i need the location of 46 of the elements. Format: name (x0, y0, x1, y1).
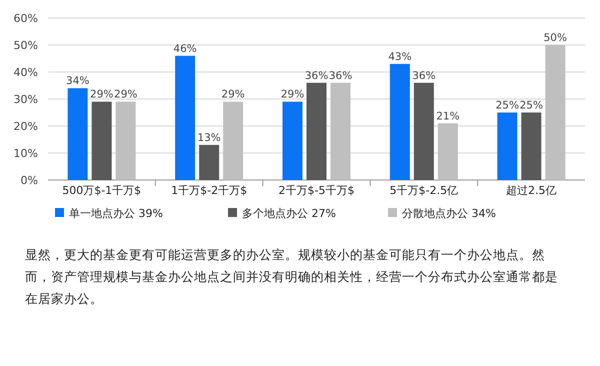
data-label: 13% (197, 132, 221, 144)
bar (223, 102, 244, 180)
data-label: 36% (412, 70, 436, 82)
legend-label: 多个地点办公 27% (242, 207, 336, 220)
legend-label: 分散地点办公 34% (402, 207, 496, 220)
bar (390, 64, 410, 180)
bar (330, 82, 350, 180)
data-label: 29% (114, 88, 138, 101)
bar (68, 88, 88, 180)
data-label: 29% (90, 88, 114, 101)
bar (282, 102, 302, 180)
data-label: 29% (280, 88, 304, 101)
data-label: 29% (221, 88, 245, 101)
y-tick-label: 60% (14, 12, 38, 25)
bar (521, 112, 542, 180)
data-label: 21% (436, 110, 460, 122)
data-label: 43% (388, 50, 412, 63)
text: 显然，更大的基金更有可能运营更多的办公室。规模较小的基金可能只有一个办公地点。然而，资产管理规模与基金办公地点之间并没有明确的相关性，经营一个分布式办公室通常都是在居家办公。 (25, 246, 559, 308)
y-tick-label: 40% (14, 66, 38, 79)
data-label: 50% (544, 32, 567, 44)
bar (414, 82, 434, 180)
y-tick-label: 20% (14, 120, 38, 133)
data-label: 34% (66, 75, 90, 88)
bar (116, 102, 136, 180)
legend-label: 单一地点办公 39% (69, 207, 163, 220)
y-tick-label: 10% (14, 147, 38, 160)
x-tick-label: 5千万$-2.5亿 (390, 184, 458, 197)
data-label: 36% (328, 70, 352, 82)
bar (497, 112, 518, 180)
y-tick-label: 30% (14, 93, 38, 106)
x-tick-label: 1千万$-2千万$ (171, 184, 248, 197)
bar (545, 45, 566, 180)
x-tick-label: 超过2.5亿 (506, 184, 557, 197)
bar (175, 56, 196, 180)
y-tick-label: 0% (20, 174, 38, 187)
data-label: 25% (496, 100, 519, 112)
data-label: 46% (173, 42, 197, 55)
bar (306, 82, 326, 180)
y-tick-label: 50% (14, 39, 38, 52)
x-tick-label: 500万$-1千万$ (62, 184, 142, 197)
x-tick-label: 2千万$-5千万$ (278, 184, 354, 197)
data-label: 25% (520, 100, 543, 112)
bar (92, 102, 112, 180)
data-label: 36% (304, 70, 328, 82)
bar (199, 144, 220, 180)
bar (438, 123, 458, 180)
